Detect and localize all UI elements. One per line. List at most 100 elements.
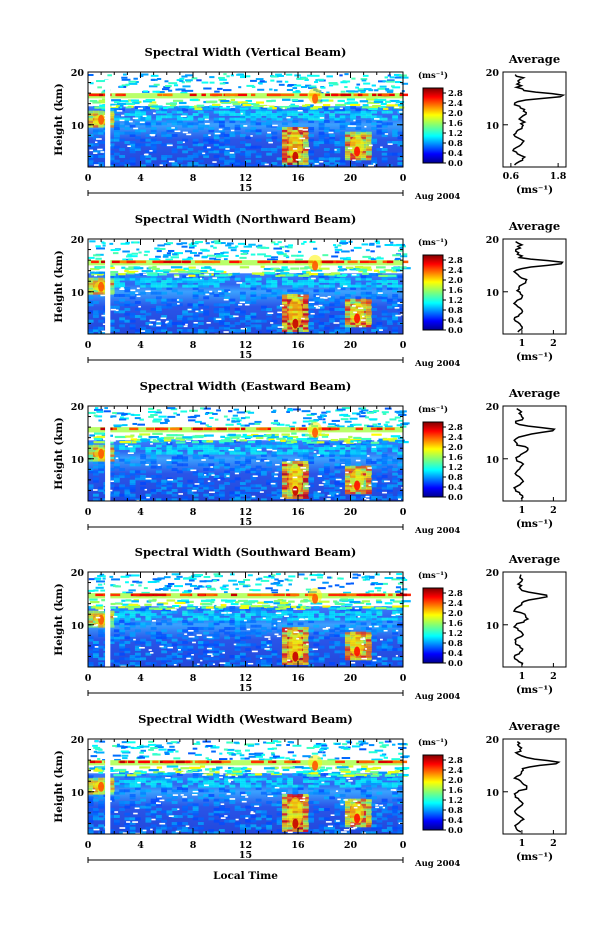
heatmap-cell [271, 136, 277, 139]
heatmap-cell [261, 641, 267, 644]
heatmap-cell [342, 274, 347, 276]
heatmap-cell [203, 125, 209, 128]
heatmap-cell [252, 272, 264, 274]
missing-data [207, 147, 211, 149]
colorbar-tick-label: 0.8 [448, 306, 463, 316]
heatmap-cell [299, 94, 307, 97]
heatmap-cell [114, 463, 120, 466]
heatmap-cell [177, 618, 183, 621]
heatmap-cell [216, 409, 221, 411]
heatmap-cell [219, 327, 225, 330]
missing-data [327, 495, 330, 497]
heatmap-cell [104, 410, 111, 412]
heatmap-cell [245, 487, 251, 490]
heatmap-cell [219, 139, 225, 142]
heatmap-cell [387, 122, 393, 125]
heatmap-cell [98, 310, 104, 313]
heatmap-cell [292, 618, 298, 621]
heatmap-cell [185, 79, 193, 81]
heatmap-cell [187, 122, 193, 125]
heatmap-cell [358, 88, 364, 90]
heatmap-cell [376, 115, 382, 118]
heatmap-cell [256, 320, 262, 323]
heatmap-cell [151, 632, 157, 635]
average-profile-line [514, 409, 554, 499]
heatmap-cell [156, 466, 162, 469]
heatmap-cell [374, 89, 378, 91]
heatmap-cell [209, 76, 214, 78]
heatmap-cell [132, 253, 138, 255]
heatmap-cell [198, 111, 204, 114]
heatmap-cell [241, 417, 246, 419]
colorbar-tick-label: 2.4 [448, 266, 463, 276]
heatmap-cell [350, 106, 356, 109]
heatmap-cell [161, 280, 167, 283]
missing-data [128, 446, 133, 448]
heatmap-cell [235, 588, 238, 590]
heatmap-cell [347, 98, 355, 100]
heatmap-cell [334, 292, 340, 295]
heatmap-cell [223, 89, 231, 91]
heatmap-cell [144, 254, 148, 256]
heatmap-cell [288, 583, 291, 585]
heatmap-cell [340, 257, 347, 259]
heatmap-cell [188, 416, 197, 418]
heatmap-cell [250, 447, 256, 450]
heatmap-cell [161, 299, 167, 302]
heatmap-cell [261, 452, 267, 455]
missing-data [223, 106, 227, 108]
date-month: Aug 2004 [414, 359, 460, 369]
heatmap-cell [187, 148, 193, 151]
heatmap-cell [372, 424, 377, 426]
missing-data [233, 271, 238, 273]
heatmap-cell [387, 111, 393, 114]
heatmap-cell [387, 275, 397, 277]
heatmap-cell [235, 477, 241, 480]
heatmap-cell [229, 655, 235, 658]
heatmap-cell [203, 108, 212, 110]
heatmap-cell [152, 268, 160, 270]
missing-data [286, 117, 290, 119]
heatmap-cell [124, 636, 130, 639]
heatmap-cell [223, 73, 226, 75]
missing-data [385, 133, 388, 135]
missing-data [143, 115, 147, 117]
heatmap-cell [266, 655, 272, 658]
missing-data [93, 489, 98, 491]
heatmap-cell [130, 655, 136, 658]
heatmap-cell [302, 425, 306, 427]
heatmap-cell [392, 301, 398, 304]
heatmap-cell [219, 150, 225, 153]
heatmap-cell [276, 438, 285, 440]
heatmap-cell [390, 242, 393, 244]
avg-x-tick-label: 1 [519, 338, 526, 349]
heatmap-cell [119, 132, 125, 135]
heatmap-cell [181, 76, 187, 78]
missing-data [150, 443, 153, 445]
heatmap-cell [114, 153, 120, 156]
heatmap-cell [145, 122, 151, 125]
heatmap-cell [282, 625, 288, 628]
heatmap-cell [355, 445, 361, 448]
heatmap-cell [168, 90, 172, 92]
heatmap-cell [240, 141, 246, 144]
heatmap-cell [130, 584, 133, 586]
heatmap-cell [256, 437, 264, 439]
heatmap-cell [156, 322, 162, 325]
heatmap-cell [219, 629, 225, 632]
heatmap-cell [210, 269, 216, 271]
heatmap-cell [313, 639, 319, 642]
heatmap-cell [135, 136, 141, 139]
heatmap-cell [334, 442, 340, 445]
heatmap-cell [98, 646, 104, 649]
heatmap-cell [93, 111, 99, 114]
heatmap-cell [198, 301, 204, 304]
heatmap-cell [256, 324, 262, 327]
heatmap-cell [119, 299, 125, 302]
heatmap-cell [130, 111, 136, 114]
heatmap-cell [156, 615, 162, 618]
colorbar-unit: (ms⁻¹) [418, 404, 448, 415]
heatmap-cell [361, 613, 367, 616]
heatmap-cell [157, 250, 162, 252]
heatmap-cell [361, 275, 367, 278]
